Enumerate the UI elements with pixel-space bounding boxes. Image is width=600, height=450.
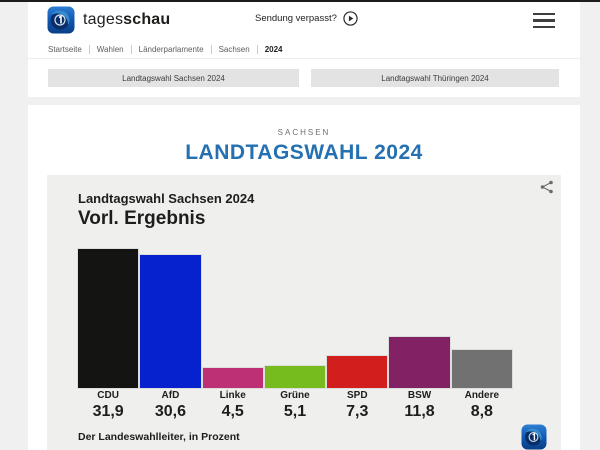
site-header: tagesschau Sendung verpasst? Startseite W… — [28, 0, 580, 97]
breadcrumb-item-2024[interactable]: 2024 — [264, 44, 283, 54]
share-icon[interactable] — [540, 180, 554, 194]
bar-column-bsw — [388, 335, 451, 390]
breadcrumb-item-wahlen[interactable]: Wahlen — [96, 44, 124, 54]
bar-andere — [450, 348, 513, 390]
bar-column-cdu — [76, 248, 140, 389]
bar-afd — [139, 253, 202, 390]
party-name: Linke — [219, 390, 246, 401]
bar-column-andere — [450, 348, 513, 390]
party-value: 7,3 — [346, 403, 369, 420]
party-value: 31,9 — [92, 403, 124, 420]
brand-regular: tages — [83, 11, 124, 28]
label-column-andere: Andere 8,8 — [452, 390, 512, 421]
page-top-border — [0, 0, 600, 2]
label-column-afd: AfD 30,6 — [140, 390, 200, 421]
nav-button-sachsen[interactable]: Landtagswahl Sachsen 2024 — [48, 69, 299, 87]
breadcrumb-separator — [210, 44, 212, 54]
bar-spd — [326, 355, 389, 389]
party-value: 11,8 — [404, 403, 435, 420]
chart-subtitle: Vorl. Ergebnis — [78, 208, 206, 229]
bar-labels: CDU 31,9 AfD 30,6 Linke 4,5 Grüne 5,1 SPD 7,3 BSW 1… — [78, 390, 512, 421]
page-title: LANDTAGSWAHL 2024 — [185, 141, 423, 164]
breadcrumb-separator — [88, 44, 90, 54]
bar-linke — [201, 367, 264, 389]
breadcrumb-item-startseite[interactable]: Startseite — [48, 44, 82, 54]
play-icon[interactable] — [343, 11, 358, 26]
breadcrumb-item-sachsen[interactable]: Sachsen — [218, 44, 250, 54]
breadcrumb-separator — [130, 44, 132, 54]
bar-cdu — [76, 248, 140, 389]
nav-button-thueringen[interactable]: Landtagswahl Thüringen 2024 — [311, 69, 559, 87]
party-name: CDU — [97, 390, 119, 401]
election-chart-card: Landtagswahl Sachsen 2024 Vorl. Ergebnis… — [47, 175, 561, 450]
breadcrumb-separator — [256, 44, 258, 54]
label-column-cdu: CDU 31,9 — [78, 390, 138, 421]
page-column: tagesschau Sendung verpasst? Startseite W… — [28, 0, 580, 450]
party-value: 30,6 — [154, 403, 186, 420]
party-value: 4,5 — [221, 403, 244, 420]
bar-chart — [76, 248, 513, 390]
bar-column-grüne — [263, 364, 327, 390]
breadcrumb: Startseite Wahlen Länderparlamente Sachsen 2… — [28, 40, 580, 59]
brand-wordmark[interactable]: tagesschau — [83, 11, 170, 29]
main-content: SACHSEN LANDTAGSWAHL 2024 Landtagswahl S… — [28, 105, 580, 450]
bar-bsw — [388, 335, 451, 390]
breadcrumb-item-länderparlamente[interactable]: Länderparlamente — [138, 44, 204, 54]
party-name: AfD — [161, 390, 180, 401]
party-name: SPD — [346, 390, 368, 401]
party-value: 5,1 — [283, 403, 307, 420]
party-name: BSW — [407, 390, 432, 401]
chart-title: Landtagswahl Sachsen 2024 — [78, 191, 255, 206]
party-name: Grüne — [280, 390, 310, 401]
section-kicker: SACHSEN — [277, 128, 331, 137]
label-column-bsw: BSW 11,8 — [389, 390, 449, 421]
tagesschau-watermark-icon — [521, 424, 547, 450]
label-column-spd: SPD 7,3 — [327, 390, 387, 421]
bar-grüne — [263, 364, 327, 390]
party-name: Andere — [464, 390, 500, 401]
label-column-linke: Linke 4,5 — [203, 390, 263, 421]
bar-column-afd — [139, 253, 202, 390]
tagesschau-logo-icon[interactable] — [47, 6, 75, 34]
chart-source: Der Landeswahlleiter, in Prozent — [78, 431, 240, 443]
bar-column-linke — [201, 367, 264, 389]
sendung-verpasst-link[interactable]: Sendung verpasst? — [255, 11, 358, 26]
menu-icon[interactable] — [533, 13, 555, 28]
party-value: 8,8 — [470, 403, 493, 420]
bar-column-spd — [326, 355, 389, 389]
label-column-grüne: Grüne 5,1 — [265, 390, 325, 421]
sendung-verpasst-label: Sendung verpasst? — [255, 13, 337, 24]
brand-bold: schau — [123, 11, 171, 28]
